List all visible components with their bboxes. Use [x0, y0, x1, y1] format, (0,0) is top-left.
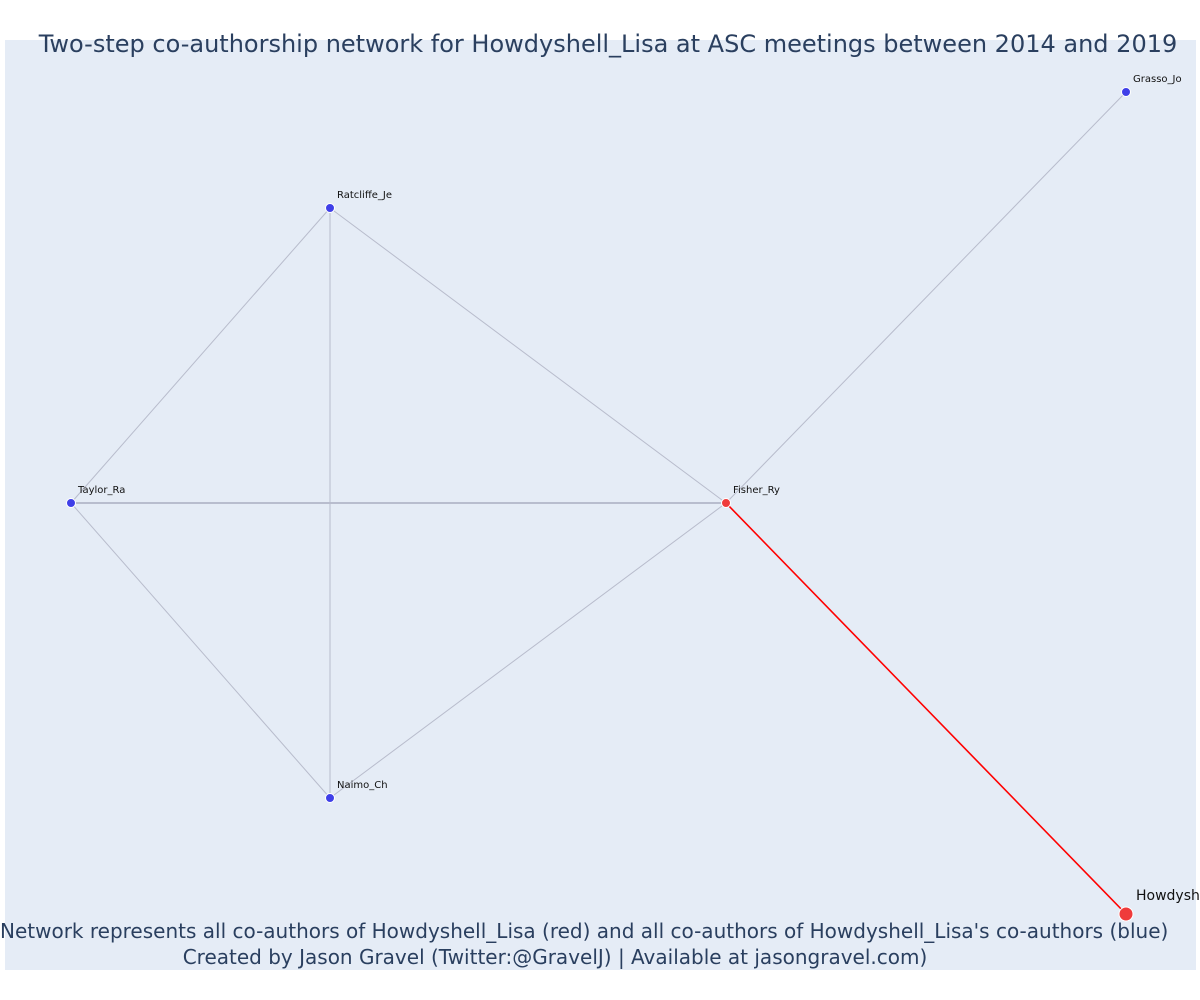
node-layer: [66, 87, 1134, 922]
node-fisher-ry[interactable]: [721, 498, 731, 508]
node-label-ratcliffe-je: Ratcliffe_Je: [337, 190, 392, 201]
node-grasso-jo[interactable]: [1121, 87, 1131, 97]
edge-taylor-ra-naimo-ch: [70, 502, 331, 799]
edge-fisher-ry-ratcliffe-je: [329, 207, 727, 504]
label-layer: Howdysh Fisher_Ry Grasso_Jo Ratcliffe_Je Tay…: [77, 74, 1200, 904]
node-ratcliffe-je[interactable]: [325, 203, 335, 213]
edge-ratcliffe-je-taylor-ra: [70, 207, 331, 504]
node-howdyshell-lisa[interactable]: [1118, 906, 1134, 922]
node-label-naimo-ch: Naimo_Ch: [337, 780, 388, 791]
edge-fisher-ry-naimo-ch: [329, 502, 727, 799]
caption-description: Network represents all co-authors of How…: [0, 919, 1169, 943]
caption-credit: Created by Jason Gravel (Twitter:@Gravel…: [182, 945, 928, 969]
node-label-fisher-ry: Fisher_Ry: [733, 485, 780, 496]
node-taylor-ra[interactable]: [66, 498, 76, 508]
node-naimo-ch[interactable]: [325, 793, 335, 803]
node-label-grasso-jo: Grasso_Jo: [1133, 74, 1182, 85]
node-label-taylor-ra: Taylor_Ra: [77, 485, 125, 496]
plot-area: [5, 40, 1196, 970]
node-label-howdyshell-lisa: Howdysh: [1136, 888, 1200, 904]
edge-fisher-ry-grasso-jo: [725, 91, 1127, 504]
edge-howdyshell-lisa-fisher-ry: [725, 502, 1127, 915]
chart-title: Two-step co-authorship network for Howdy…: [38, 30, 1178, 58]
edge-layer: [70, 91, 1127, 915]
